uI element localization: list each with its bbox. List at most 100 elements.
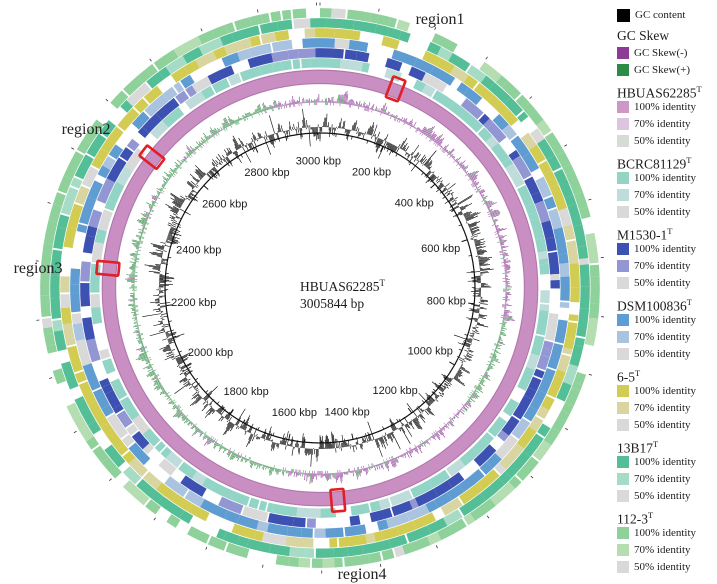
legend-BCRC81129-identity-1: 70% identity xyxy=(617,187,717,203)
gc-content-bar xyxy=(390,425,394,432)
gc-skew-bar xyxy=(410,121,413,127)
gc-skew-bar xyxy=(210,129,215,136)
gc-skew-bar xyxy=(167,395,170,398)
gc-skew-bar xyxy=(293,99,295,105)
identity-ring-segment xyxy=(60,294,71,309)
gc-content-bar xyxy=(166,333,176,338)
gc-skew-bar xyxy=(227,449,230,451)
identity-ring-segment xyxy=(381,36,400,50)
gc-skew-bar xyxy=(464,169,466,172)
gc-content-bar xyxy=(190,180,197,186)
identity-ring-segment xyxy=(545,236,557,252)
identity-ring-segment xyxy=(237,48,252,62)
identity-ring-segment xyxy=(272,503,298,517)
gc-content-bar xyxy=(209,407,213,412)
gc-skew-bar xyxy=(357,469,360,476)
gc-content-bar xyxy=(161,315,168,318)
gc-skew-bar xyxy=(140,346,145,348)
gc-content-bar xyxy=(300,128,303,137)
identity-ring-segment xyxy=(448,53,471,72)
gc-skew-bar xyxy=(212,437,215,440)
gc-skew-bar xyxy=(441,146,443,149)
gc-skew-bar xyxy=(475,186,478,188)
identity-ring-segment xyxy=(57,175,73,194)
gc-content-bar xyxy=(400,137,408,149)
gc-skew-bar xyxy=(182,160,185,163)
gc-content-bar xyxy=(354,120,358,131)
identity-ring-segment xyxy=(523,405,538,422)
gc-content-bar xyxy=(365,433,369,442)
gc-content-bar xyxy=(420,158,424,163)
gc-content-bar xyxy=(161,328,165,330)
gc-skew-bar xyxy=(244,118,247,121)
identity-ring-segment xyxy=(182,46,203,64)
gc-skew-bar xyxy=(479,382,485,387)
gc-content-bar xyxy=(396,427,398,430)
gc-content-bar xyxy=(248,143,252,148)
gc-content-bar xyxy=(251,142,256,150)
identity-ring-segment xyxy=(142,428,161,447)
gc-skew-bar xyxy=(407,451,409,454)
gc-skew-bar xyxy=(131,240,141,244)
gc-skew-bar xyxy=(199,431,203,436)
gc-content-bar xyxy=(270,441,274,448)
gc-skew-bar xyxy=(143,364,152,370)
legend-13B17-identity-2-label: 50% identity xyxy=(634,490,691,502)
gc-skew-bar xyxy=(130,307,136,309)
gc-skew-bar xyxy=(133,244,140,247)
gc-skew-bar xyxy=(466,173,468,175)
gc-skew-bar xyxy=(141,338,145,340)
gc-skew-bar xyxy=(153,380,160,385)
gc-skew-bar xyxy=(502,318,515,321)
legend-13B17-identity-2: 50% identity xyxy=(617,488,717,504)
gc-skew-bar xyxy=(479,190,486,195)
identity-ring-segment xyxy=(78,381,97,405)
axis-tick xyxy=(272,432,275,436)
legend-13B17-identity-0-swatch xyxy=(617,456,629,468)
gc-skew-bar xyxy=(502,321,508,323)
gc-skew-bar xyxy=(289,471,291,476)
axis-tick-label: 1400 kbp xyxy=(324,407,369,419)
gc-content-bar xyxy=(409,421,415,430)
gc-content-bar xyxy=(203,386,218,400)
gc-content-bar xyxy=(419,154,426,162)
gc-skew-bar xyxy=(135,242,140,245)
gc-skew-bar xyxy=(423,441,426,445)
identity-ring-segment xyxy=(101,126,124,154)
gc-content-bar xyxy=(206,172,214,180)
gc-content-bar xyxy=(196,169,205,177)
gc-skew-bar xyxy=(493,354,497,356)
gc-skew-bar xyxy=(206,136,210,140)
gc-skew-bar xyxy=(381,104,385,114)
identity-ring-segment xyxy=(568,314,579,322)
identity-ring-segment xyxy=(469,498,496,521)
gc-content-bar xyxy=(405,146,410,152)
gc-skew-bar xyxy=(483,199,486,201)
axis-tick xyxy=(407,407,413,414)
gc-skew-bar xyxy=(142,226,145,228)
gc-skew-bar xyxy=(459,160,466,166)
gc-skew-bar xyxy=(198,141,202,146)
gc-skew-bar xyxy=(172,402,175,405)
identity-ring-segment xyxy=(556,151,571,169)
identity-ring-segment xyxy=(75,338,92,367)
gc-skew-bar xyxy=(230,125,233,128)
gc-skew-bar xyxy=(138,335,141,338)
identity-ring-segment xyxy=(426,531,442,546)
gc-skew-bar xyxy=(211,134,213,137)
gc-skew-bar xyxy=(225,448,228,452)
gc-skew-bar xyxy=(386,112,388,115)
identity-ring-segment xyxy=(524,387,537,400)
gc-content-bar xyxy=(434,397,437,400)
gc-skew-bar xyxy=(144,228,147,230)
gc-skew-bar xyxy=(495,226,499,228)
identity-ring-segment xyxy=(60,307,72,325)
gc-content-bar xyxy=(463,339,472,344)
gc-content-bar xyxy=(159,276,174,279)
identity-ring-segment xyxy=(116,410,133,428)
gc-content-bar xyxy=(389,144,393,150)
gc-skew-bar xyxy=(351,99,353,106)
gc-skew-bar xyxy=(492,355,497,358)
gc-content-bar xyxy=(216,156,221,162)
gc-content-bar xyxy=(169,216,175,220)
